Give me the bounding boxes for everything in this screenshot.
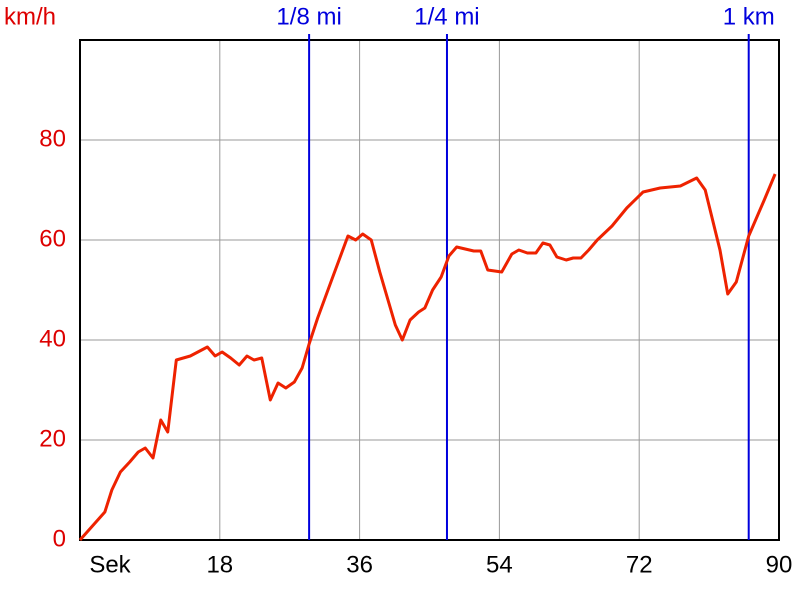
y-tick-label: 20 bbox=[39, 425, 66, 452]
speed-line bbox=[78, 173, 777, 541]
x-tick-label: 72 bbox=[626, 551, 653, 578]
distance-label: 1/8 mi bbox=[276, 3, 341, 30]
distance-label: 1/4 mi bbox=[414, 3, 479, 30]
x-axis-label: Sek bbox=[89, 551, 131, 578]
y-tick-label: 0 bbox=[53, 525, 66, 552]
y-tick-label: 80 bbox=[39, 125, 66, 152]
y-tick-label: 60 bbox=[39, 225, 66, 252]
plot-frame bbox=[79, 39, 780, 541]
x-tick-label: 36 bbox=[346, 551, 373, 578]
x-tick-label: 18 bbox=[206, 551, 233, 578]
x-tick-label: 54 bbox=[486, 551, 513, 578]
y-tick-label: 40 bbox=[39, 325, 66, 352]
x-tick-label: 90 bbox=[766, 551, 793, 578]
distance-label: 1 km bbox=[723, 3, 775, 30]
y-axis-label: km/h bbox=[4, 3, 56, 30]
